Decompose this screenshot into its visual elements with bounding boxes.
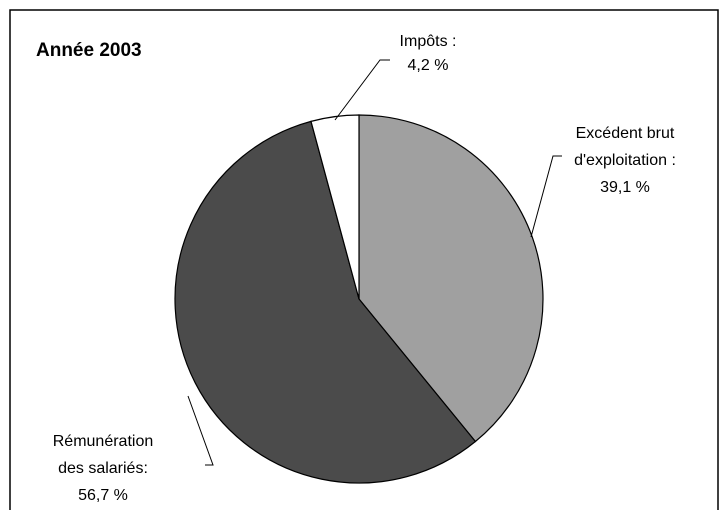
category-label: Excédent brut d'exploitation : <box>574 125 676 169</box>
category-label: Impôts : <box>399 33 457 50</box>
category-label: Rémunération des salariés: <box>52 433 154 477</box>
chart-title: Année 2003 <box>36 40 142 61</box>
leader-line <box>334 59 390 121</box>
value-label: 4,2 % <box>407 57 449 74</box>
data-label-group: Rémunération des salariés: 56,7 % <box>38 428 168 509</box>
data-label-group: Impôts : 4,2 % <box>378 30 478 78</box>
pie-slice <box>358 114 544 443</box>
value-label: 39,1 % <box>600 179 650 196</box>
leader-line <box>187 395 214 466</box>
data-label-group: Excédent brut d'exploitation : 39,1 % <box>565 120 685 201</box>
leader-line <box>530 155 562 238</box>
pie-slice <box>174 120 477 484</box>
frame <box>9 9 719 510</box>
pie-slice <box>310 114 360 300</box>
value-label: 56,7 % <box>78 487 128 504</box>
